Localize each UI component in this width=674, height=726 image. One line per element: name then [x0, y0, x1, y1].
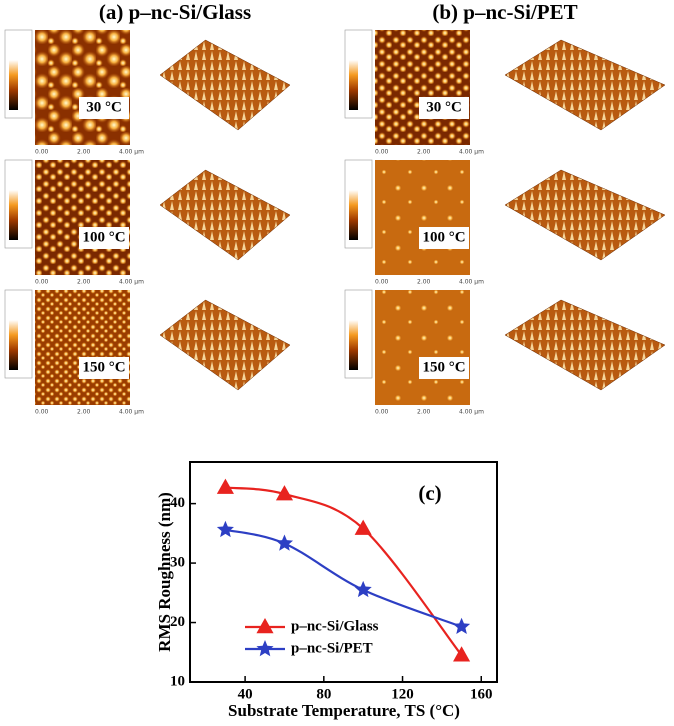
legend-marker [256, 640, 274, 657]
temp-box [419, 357, 469, 379]
marker [453, 646, 471, 662]
temperature-label: 30 °C [426, 99, 462, 115]
colorbar [9, 320, 18, 370]
scale-tick: 4.00 µm [459, 149, 484, 156]
scale-tick: 0.00 [35, 409, 49, 416]
scale-tick: 0.00 [35, 149, 49, 156]
colorbar [9, 190, 18, 240]
x-tick-label: 120 [391, 686, 414, 702]
afm-image [375, 160, 470, 275]
legend-label: p–nc-Si/PET [291, 640, 373, 656]
y-axis-label: RMS Roughness (nm) [155, 492, 174, 652]
scale-tick: 4.00 µm [119, 279, 144, 286]
marker [354, 580, 372, 598]
afm-image [35, 30, 130, 145]
legend-marker [256, 618, 274, 634]
series-line [225, 528, 462, 628]
afm-3d [504, 299, 666, 391]
temp-box [79, 227, 129, 249]
plot-frame [189, 461, 498, 683]
scale-tick: 0.00 [375, 279, 389, 286]
temp-box [419, 227, 469, 249]
afm-3d [159, 299, 291, 391]
temperature-label: 150 °C [422, 359, 465, 375]
scale-tick: 2.00 [417, 409, 431, 416]
colorbar [349, 320, 358, 370]
scale-tick: 0.00 [35, 279, 49, 286]
temp-box [79, 97, 129, 119]
marker [354, 519, 372, 535]
colorbar [349, 190, 358, 240]
temp-box [419, 97, 469, 119]
y-tick-label: 40 [170, 495, 185, 511]
afm-3d [504, 39, 666, 131]
afm-3d [504, 169, 666, 261]
afm-3d [159, 169, 291, 261]
scale-tick: 4.00 µm [459, 409, 484, 416]
temperature-label: 30 °C [86, 99, 122, 115]
y-tick-label: 30 [170, 555, 185, 571]
scale-tick: 2.00 [77, 149, 91, 156]
colorbar [9, 60, 18, 110]
afm-image [35, 160, 130, 275]
series-line [225, 486, 463, 656]
scale-tick: 4.00 µm [459, 279, 484, 286]
marker [216, 520, 234, 538]
y-tick-label: 20 [170, 614, 185, 630]
temperature-label: 100 °C [422, 229, 465, 245]
scale-tick: 2.00 [417, 279, 431, 286]
afm-image [375, 30, 470, 145]
scale-tick: 2.00 [77, 409, 91, 416]
panel-label: (c) [418, 481, 441, 505]
legend-label: p–nc-Si/Glass [291, 618, 379, 634]
afm-3d [159, 39, 291, 131]
scale-tick: 4.00 µm [119, 409, 144, 416]
scale-tick: 0.00 [375, 149, 389, 156]
temperature-label: 100 °C [82, 229, 125, 245]
y-tick-label: 10 [170, 673, 185, 689]
marker [216, 478, 234, 494]
temp-box [79, 357, 129, 379]
marker [453, 617, 471, 634]
afm-image [35, 290, 130, 405]
panel-title: (b) p–nc-Si/PET [432, 0, 577, 24]
x-tick-label: 160 [470, 686, 493, 702]
marker [275, 485, 294, 501]
colorbar [349, 60, 358, 110]
temperature-label: 150 °C [82, 359, 125, 375]
x-tick-label: 80 [316, 686, 331, 702]
afm-images: 30 °C 0.00 2.00 4.00 µm 100 °C 0.00 2.00 4.00 µ… [4, 29, 666, 416]
afm-image [375, 290, 470, 405]
scale-tick: 2.00 [417, 149, 431, 156]
scale-tick: 0.00 [375, 409, 389, 416]
panel-title: (a) p–nc-Si/Glass [99, 0, 251, 24]
scale-tick: 4.00 µm [119, 149, 144, 156]
marker [275, 534, 294, 551]
x-tick-label: 40 [238, 686, 253, 702]
scale-tick: 2.00 [77, 279, 91, 286]
x-axis-label: Substrate Temperature, TS (°C) [228, 701, 460, 720]
